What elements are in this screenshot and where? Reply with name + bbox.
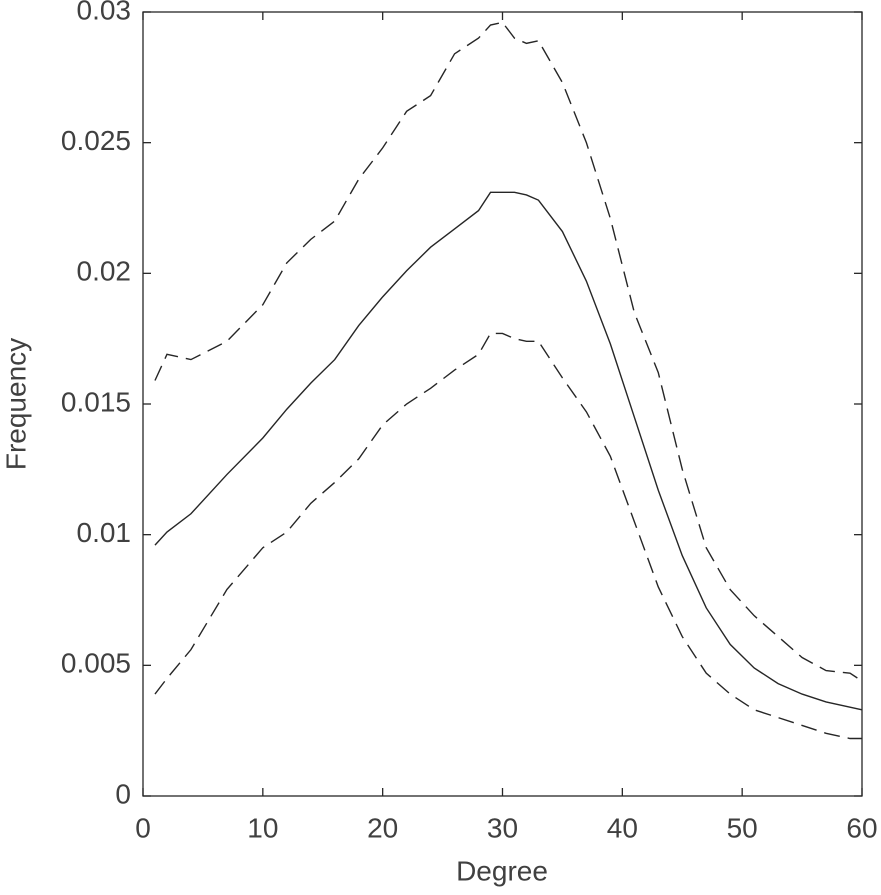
series-line [154, 21, 863, 682]
y-tick-label: 0.03 [77, 0, 132, 25]
x-tick-label: 30 [487, 812, 518, 843]
x-tick-label: 50 [727, 812, 758, 843]
x-tick-label: 60 [846, 812, 877, 843]
x-tick-label: 40 [607, 812, 638, 843]
y-axis-label: Frequency [0, 338, 31, 470]
y-tick-label: 0.005 [61, 648, 131, 679]
y-tick-label: 0.02 [77, 256, 132, 287]
y-tick-label: 0 [115, 778, 131, 809]
x-tick-label: 20 [367, 812, 398, 843]
x-axis-label: Degree [456, 855, 548, 886]
x-tick-label: 0 [135, 812, 151, 843]
y-tick-label: 0.025 [61, 125, 131, 156]
x-tick-label: 10 [247, 812, 278, 843]
series-line [154, 332, 862, 740]
series-line [154, 191, 863, 711]
plot-frame [142, 11, 863, 797]
y-tick-label: 0.01 [77, 517, 132, 548]
y-tick-label: 0.015 [61, 386, 131, 417]
